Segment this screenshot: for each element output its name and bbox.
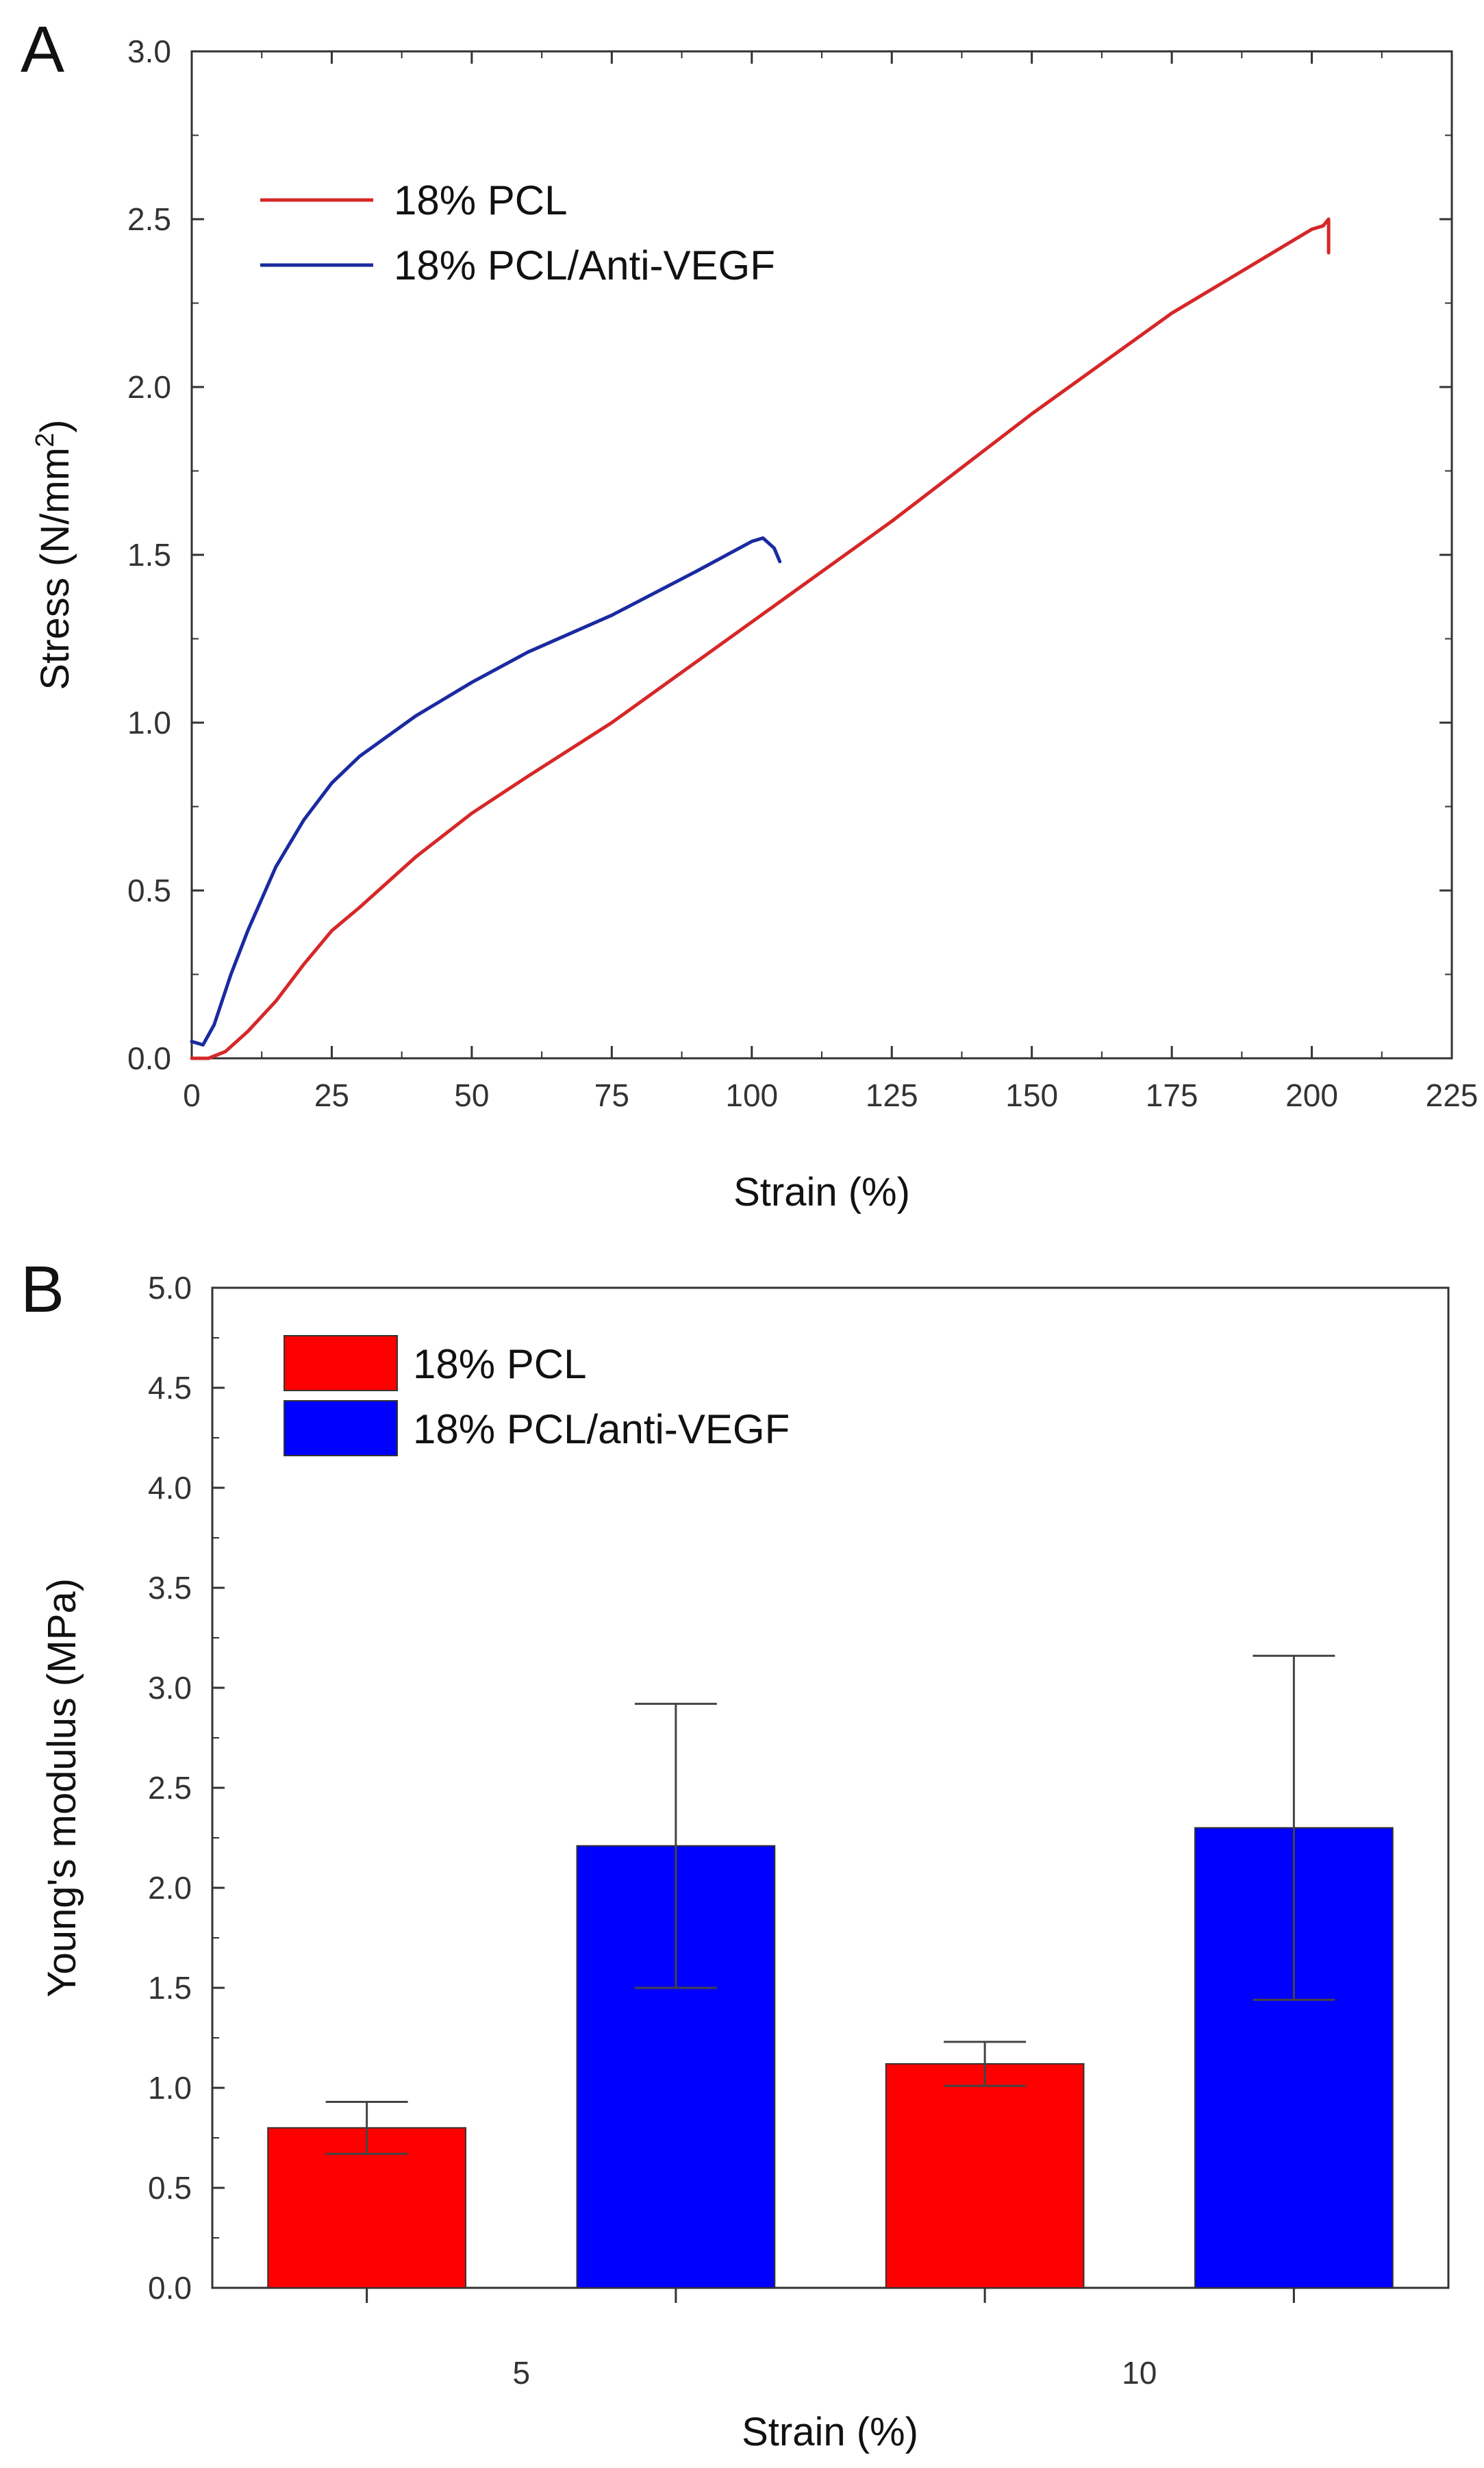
- x-tick-label-a: 225: [1426, 1077, 1479, 1113]
- bar-pcl: [885, 2062, 1085, 2289]
- y-tick-label-b: 3.5: [148, 1570, 192, 1606]
- y-tick-label-a: 0.0: [127, 1040, 171, 1076]
- y-tick-label-a: 0.5: [127, 873, 171, 908]
- x-tick-label-a: 150: [1005, 1077, 1058, 1113]
- y-tick-label-b: 1.0: [148, 2070, 192, 2106]
- panel-a-series: [190, 217, 1331, 1060]
- legend-b-swatch-anti-vegf: [284, 1400, 398, 1456]
- series-line-pcl-anti-vegf: [190, 536, 782, 1047]
- y-tick-label-a: 2.5: [127, 201, 171, 237]
- series-line-pcl: [190, 217, 1331, 1060]
- y-tick-label-a: 3.0: [127, 34, 171, 69]
- y-tick-label-a: 1.5: [127, 537, 171, 573]
- y-tick-label-b: 0.5: [148, 2170, 192, 2206]
- y-tick-label-b: 3.0: [148, 1670, 192, 1706]
- panel-b-bars: [267, 1654, 1394, 2289]
- y-title-main: Stress (N/mm: [33, 447, 77, 690]
- panel-a-legend: 18% PCL 18% PCL/Anti-VEGF: [260, 177, 775, 288]
- y-tick-label-b: 0.0: [148, 2270, 192, 2306]
- panel-a-x-axis-title: Strain (%): [733, 1170, 910, 1214]
- y-title-superscript: 2: [31, 433, 60, 447]
- panel-b-legend: 18% PCL 18% PCL/anti-VEGF: [284, 1335, 790, 1456]
- y-tick-label-b: 4.5: [148, 1370, 192, 1406]
- y-tick-label-b: 2.5: [148, 1770, 192, 1806]
- x-category-label-b: 5: [512, 2355, 530, 2391]
- x-tick-label-a: 200: [1285, 1077, 1338, 1113]
- y-tick-label-b: 4.0: [148, 1470, 192, 1506]
- x-tick-label-a: 50: [454, 1077, 489, 1113]
- x-tick-label-a: 0: [183, 1077, 201, 1113]
- x-tick-label-a: 25: [314, 1077, 349, 1113]
- y-tick-label-b: 1.5: [148, 1970, 192, 2006]
- legend-b-label-pcl: 18% PCL: [413, 1341, 586, 1387]
- panel-b-ticks: 0.0 0.5 1.0 1.5 2.0 2.5 3.0 3.5 4.0 4.5 5.0 5 10: [148, 1270, 1295, 2391]
- x-tick-label-a: 125: [866, 1077, 918, 1113]
- x-tick-label-a: 175: [1146, 1077, 1198, 1113]
- legend-a-label-pcl: 18% PCL: [394, 177, 567, 223]
- y-tick-label-a: 2.0: [127, 369, 171, 405]
- panel-a-plot-frame: [190, 50, 1453, 1060]
- panel-b-letter: B: [21, 1253, 64, 1326]
- x-tick-label-a: 100: [725, 1077, 778, 1113]
- y-title-suffix: ): [33, 420, 77, 433]
- legend-a-label-anti-vegf: 18% PCL/Anti-VEGF: [394, 242, 775, 288]
- y-tick-label-a: 1.0: [127, 705, 171, 740]
- panel-a-y-axis-title: Stress (N/mm2): [31, 420, 77, 690]
- legend-b-label-anti-vegf: 18% PCL/anti-VEGF: [413, 1406, 790, 1452]
- panel-a-ticks: 0 25 50 75 100 125 150 175 200 225 0.0 0.5 1.0 1.5 2.0…: [127, 34, 1478, 1113]
- x-category-label-b: 10: [1122, 2355, 1157, 2391]
- y-tick-label-b: 5.0: [148, 1270, 192, 1306]
- x-tick-label-a: 75: [594, 1077, 629, 1113]
- panel-a-letter: A: [21, 13, 64, 86]
- panel-a-line-chart: A 0 25 50 75 100 125 150 175 200 225 0.0 0.5 1.0 1.5 2…: [21, 13, 1478, 1214]
- y-tick-label-b: 2.0: [148, 1870, 192, 1906]
- panel-b-bar-chart: B 0.0 0.5 1.0 1.5 2.0 2.5 3.0 3.5 4.0 4.5 5.0 5 10 1…: [21, 1253, 1450, 2454]
- panel-b-x-axis-title: Strain (%): [742, 2410, 918, 2454]
- legend-b-swatch-pcl: [284, 1335, 398, 1391]
- panel-b-y-axis-title: Young's modulus (MPa): [40, 1578, 84, 1997]
